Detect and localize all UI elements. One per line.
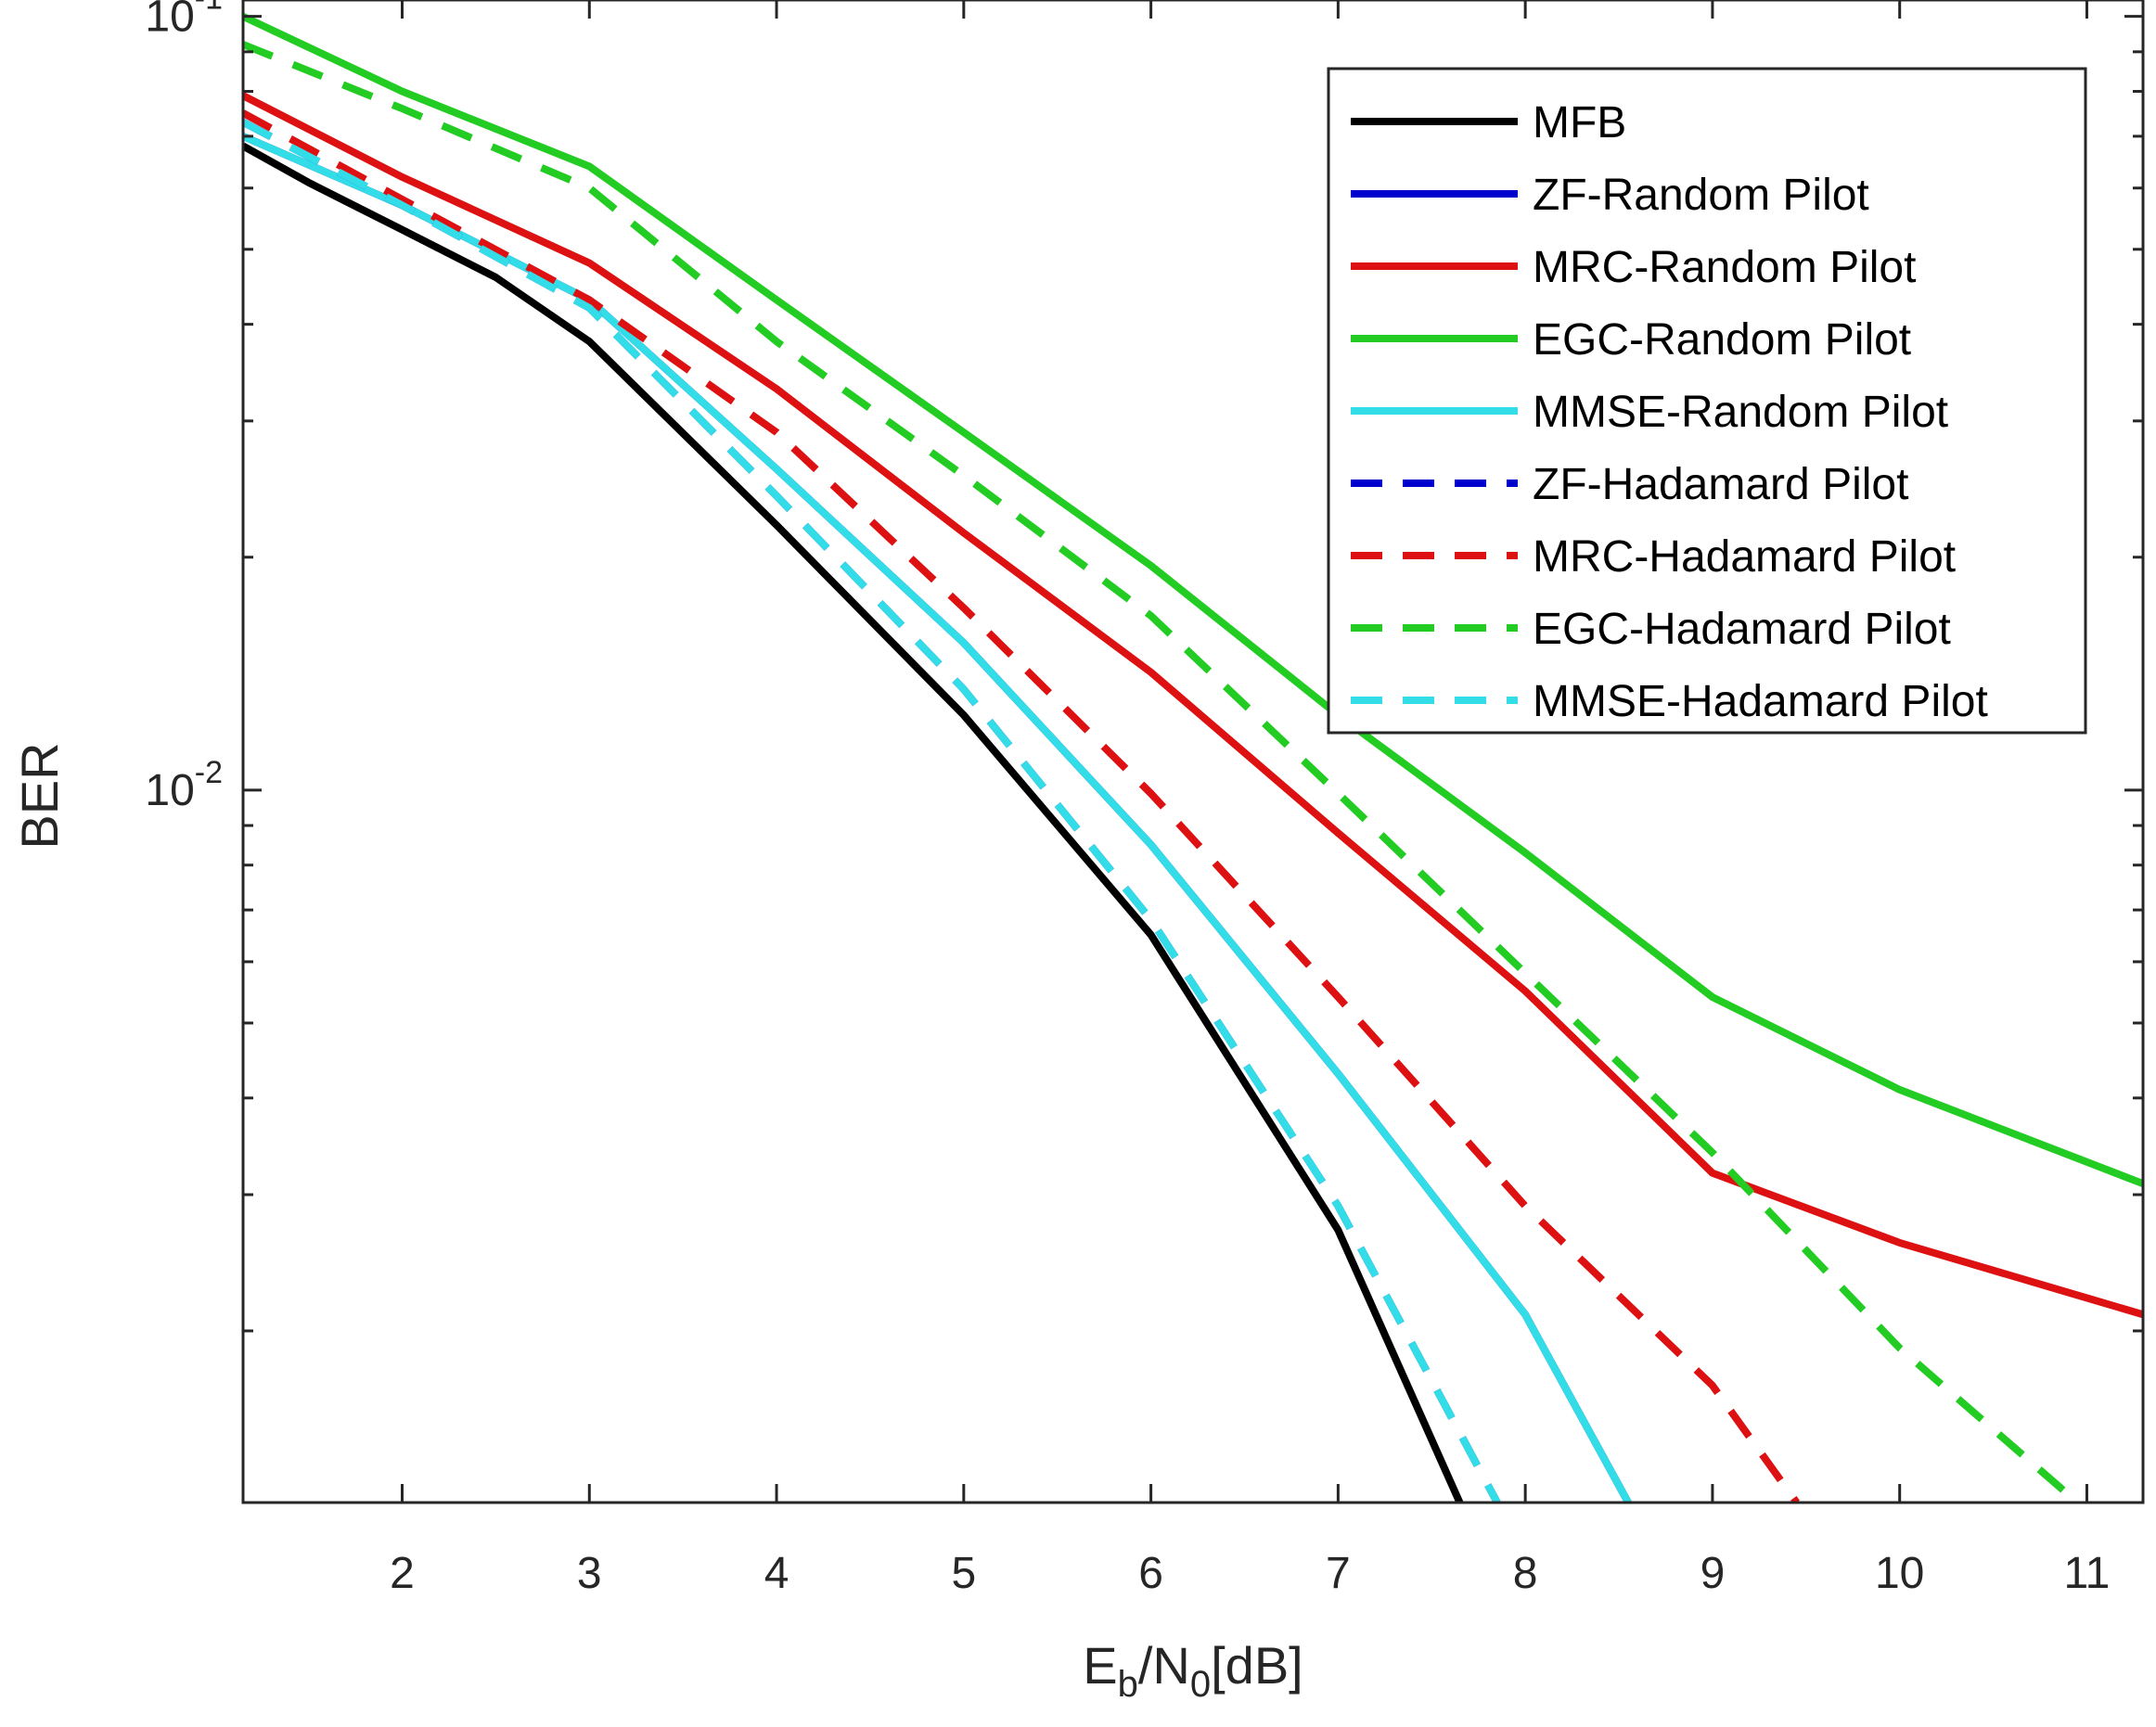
x-tick-label: 10 — [1875, 1549, 1924, 1598]
x-tick-label: 7 — [1326, 1549, 1351, 1598]
x-label-mid: /N — [1138, 1636, 1190, 1695]
legend-label-6: ZF-Hadamard Pilot — [1533, 460, 1908, 509]
ticks-layer — [243, 0, 2143, 1503]
legend: MFB ZF-Random Pilot MRC-Random Pilot EGC-Ra… — [1327, 67, 2087, 735]
series-line-5 — [243, 133, 1632, 1503]
x-axis-label: Eb/N0[dB] — [1083, 1636, 1303, 1705]
x-tick-label: 5 — [951, 1549, 976, 1598]
x-tick-label: 11 — [2064, 1549, 2111, 1598]
legend-label-8: EGC-Hadamard Pilot — [1533, 605, 1951, 654]
y-axis-label: BER — [10, 742, 69, 849]
y-tick-label: 10-1 — [145, 0, 223, 42]
series-layer — [243, 13, 2143, 1503]
labels-layer: 2 3 4 5 6 7 8 9 10 11 10-1 10-2 — [145, 0, 2110, 1598]
x-tick-label: 4 — [764, 1549, 789, 1598]
legend-label-7: MRC-Hadamard Pilot — [1533, 532, 1956, 582]
x-tick-label: 8 — [1513, 1549, 1538, 1598]
x-label-sub2: 0 — [1190, 1664, 1211, 1705]
series-line-7 — [243, 109, 1800, 1503]
x-tick-label: 2 — [390, 1549, 415, 1598]
legend-label-1: MFB — [1533, 98, 1626, 147]
legend-label-5: MMSE-Random Pilot — [1533, 388, 1948, 437]
x-label-sub1: b — [1118, 1664, 1138, 1705]
plot-frame — [241, 0, 2145, 1504]
legend-label-2: ZF-Random Pilot — [1533, 171, 1869, 220]
series-line-9 — [243, 119, 1501, 1503]
x-tick-label: 9 — [1700, 1549, 1726, 1598]
series-line-8 — [243, 41, 2081, 1503]
x-label-end: [dB] — [1211, 1636, 1303, 1695]
y-tick-label: 10-2 — [145, 755, 223, 815]
legend-entries: MFB ZF-Random Pilot MRC-Random Pilot EGC-Ra… — [1351, 98, 1988, 726]
series-line-4 — [243, 13, 2143, 1187]
legend-box — [1327, 67, 2087, 735]
x-label-main: E — [1083, 1636, 1117, 1695]
series-line-1 — [243, 142, 1464, 1503]
series-line-3 — [243, 92, 2143, 1319]
x-tick-label: 6 — [1138, 1549, 1163, 1598]
x-tick-label: 3 — [577, 1549, 602, 1598]
legend-label-9: MMSE-Hadamard Pilot — [1533, 677, 1988, 726]
legend-label-3: MRC-Random Pilot — [1533, 243, 1916, 292]
legend-label-4: EGC-Random Pilot — [1533, 315, 1911, 365]
